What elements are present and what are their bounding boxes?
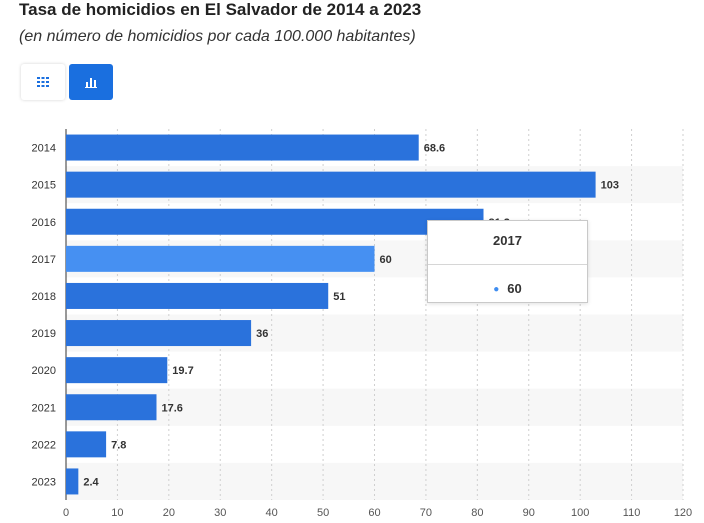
series-dot-icon: ● [493,284,500,295]
value-label-2018: 51 [333,291,345,303]
value-label-2014: 68.6 [424,143,445,155]
value-label-2021: 17.6 [161,402,182,414]
x-tick-label: 70 [420,507,432,519]
x-tick-label: 110 [623,507,641,519]
value-label-2019: 36 [256,328,268,340]
chart-view-button[interactable] [69,64,113,100]
x-tick-label: 90 [523,507,535,519]
tooltip-value-row: ● 60 [428,281,587,296]
chart-title: Tasa de homicidios en El Salvador de 201… [19,0,422,19]
bar-2020 [66,357,168,384]
x-tick-label: 20 [163,507,175,519]
x-tick-label: 30 [214,507,226,519]
bar-2023 [66,468,79,495]
x-tick-label: 50 [317,507,329,519]
x-tick-label: 100 [571,507,589,519]
bar-2015 [66,171,596,198]
tooltip: 2017 ● 60 [427,220,588,303]
category-label-2022: 2022 [32,439,56,451]
category-label-2019: 2019 [32,328,56,340]
tooltip-divider [428,264,587,265]
bar-2016 [66,208,484,235]
x-tick-label: 120 [674,507,692,519]
value-label-2023: 2.4 [83,476,99,488]
chart-subtitle: (en número de homicidios por cada 100.00… [19,28,416,45]
bar-2021 [66,394,157,421]
category-label-2023: 2023 [32,476,56,488]
x-tick-label: 10 [111,507,123,519]
category-label-2020: 2020 [32,365,56,377]
x-tick-label: 40 [266,507,278,519]
value-label-2017: 60 [380,254,392,266]
category-label-2015: 2015 [32,180,56,192]
x-tick-label: 60 [368,507,380,519]
grid-icon [37,77,49,87]
value-label-2020: 19.7 [172,365,193,377]
value-label-2022: 7.8 [111,439,126,451]
bar-2017 [66,245,375,272]
value-label-2015: 103 [601,180,619,192]
x-tick-label: 0 [63,507,69,519]
category-label-2021: 2021 [32,402,56,414]
tooltip-title: 2017 [493,233,522,248]
category-label-2014: 2014 [32,143,56,155]
bar-2018 [66,282,329,309]
tooltip-value: 60 [507,281,522,296]
category-label-2016: 2016 [32,217,56,229]
table-view-button[interactable] [21,64,65,100]
bar-2019 [66,320,252,347]
bar-2022 [66,431,107,458]
category-label-2018: 2018 [32,291,56,303]
bar-chart-icon [85,77,97,88]
category-label-2017: 2017 [32,254,56,266]
x-tick-label: 80 [471,507,483,519]
bar-2014 [66,134,419,161]
